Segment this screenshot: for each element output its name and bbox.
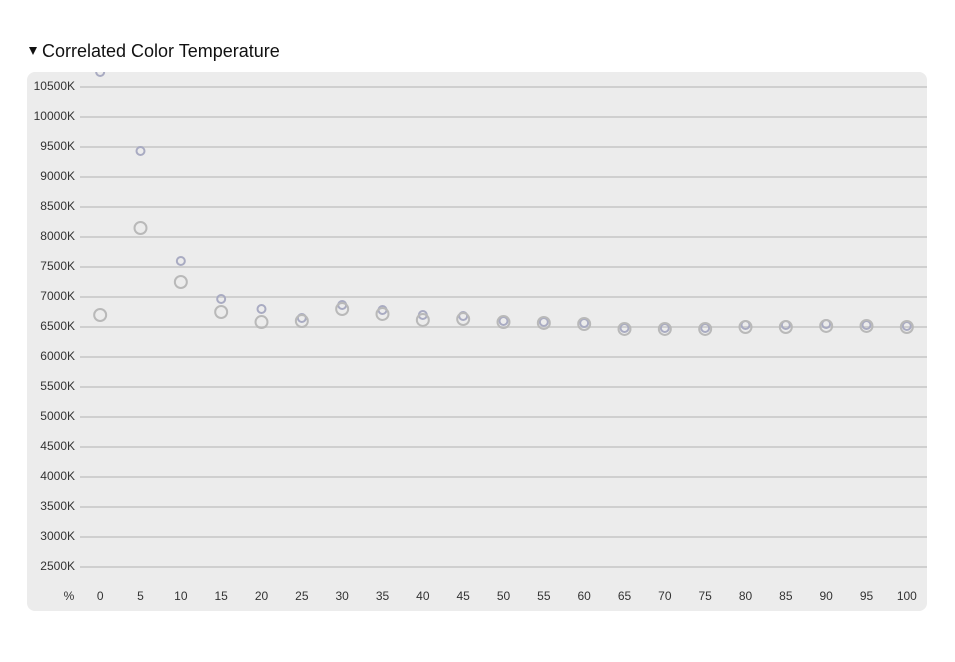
point [536, 315, 551, 330]
y-tick-label: 8500K [40, 199, 75, 213]
point [496, 315, 511, 330]
point [214, 305, 229, 319]
point [175, 256, 186, 266]
point [698, 321, 713, 336]
x-tick-label: 20 [255, 589, 269, 603]
point [375, 306, 390, 321]
point [95, 72, 106, 77]
x-tick-label: 15 [214, 589, 228, 603]
x-tick-label: 65 [618, 589, 632, 603]
y-tick-label: 9000K [40, 169, 75, 183]
x-tick-label: 100 [897, 589, 917, 603]
point [617, 321, 632, 336]
point [619, 323, 630, 334]
y-tick-label: 6000K [40, 349, 75, 363]
point [700, 323, 711, 334]
y-tick-label: 5000K [40, 409, 75, 423]
section-title[interactable]: Correlated Color Temperature [42, 41, 280, 61]
x-tick-label: 25 [295, 589, 309, 603]
x-tick-label: 0 [97, 589, 104, 603]
y-tick-label: 5500K [40, 379, 75, 393]
x-tick-label: 60 [577, 589, 591, 603]
x-tick-label: 95 [860, 589, 874, 603]
x-tick-label: 45 [456, 589, 470, 603]
point [254, 315, 269, 330]
point [657, 321, 672, 336]
point [899, 320, 914, 334]
point [294, 314, 309, 328]
x-tick-label: 50 [497, 589, 511, 603]
x-tick-label: 10 [174, 589, 188, 603]
y-tick-label: 10000K [34, 109, 75, 123]
y-tick-label: 7000K [40, 289, 75, 303]
point [819, 318, 834, 333]
x-axis-label: % [64, 589, 75, 603]
y-tick-label: 3000K [40, 529, 75, 543]
point [778, 320, 793, 334]
y-tick-label: 4000K [40, 469, 75, 483]
y-tick-label: 9500K [40, 139, 75, 153]
x-tick-label: 5 [137, 589, 144, 603]
point [173, 275, 188, 289]
point [93, 308, 108, 322]
y-tick-label: 4500K [40, 439, 75, 453]
x-tick-label: 90 [819, 589, 833, 603]
x-tick-label: 80 [739, 589, 753, 603]
x-tick-label: 35 [376, 589, 390, 603]
point [859, 318, 874, 333]
point [659, 323, 670, 334]
plot [80, 72, 927, 568]
point [538, 317, 549, 328]
point [738, 320, 753, 334]
x-tick-label: 85 [779, 589, 793, 603]
point [133, 221, 148, 235]
y-tick-label: 10500K [34, 79, 75, 93]
x-tick-label: 55 [537, 589, 551, 603]
x-tick-label: 70 [658, 589, 672, 603]
y-tick-label: 3500K [40, 499, 75, 513]
point [415, 312, 430, 327]
point [135, 146, 146, 157]
x-tick-label: 75 [698, 589, 712, 603]
collapse-arrow[interactable] [29, 47, 37, 55]
point [216, 293, 227, 304]
point [861, 320, 872, 331]
panel [27, 72, 927, 611]
point [577, 317, 592, 331]
point [335, 302, 350, 316]
point [456, 312, 471, 327]
x-tick-label: 30 [335, 589, 349, 603]
y-tick-label: 2500K [40, 559, 75, 573]
y-tick-label: 8000K [40, 229, 75, 243]
y-tick-label: 7500K [40, 259, 75, 273]
x-tick-label: 40 [416, 589, 430, 603]
point [256, 304, 267, 314]
y-tick-label: 6500K [40, 319, 75, 333]
